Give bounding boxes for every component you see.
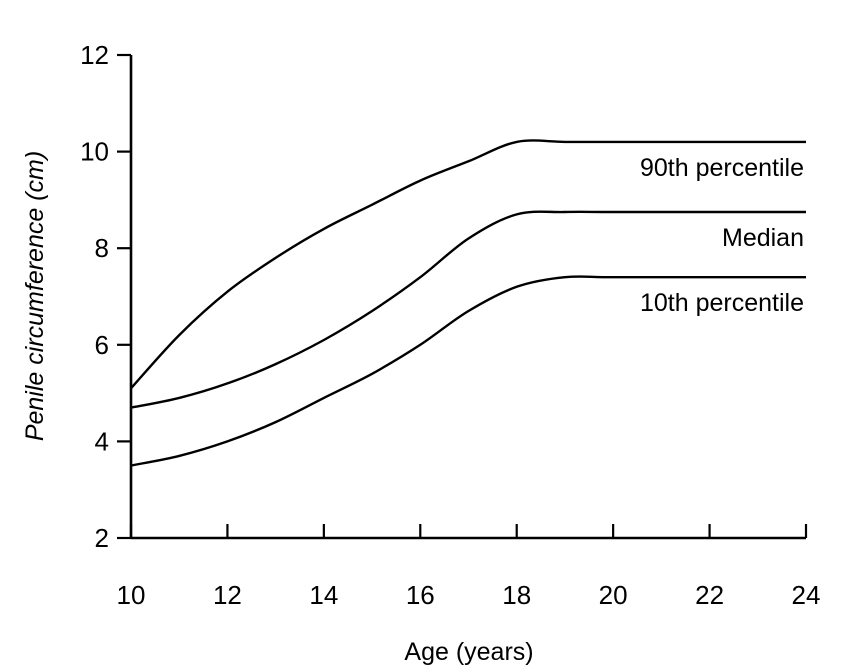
curves [130,139,806,467]
x-tick-label: 10 [117,580,146,610]
x-tick-label: 14 [309,580,338,610]
series-label-median: Median [722,224,804,252]
y-tick-label: 6 [95,330,109,360]
series-line-median [130,210,806,409]
x-tick-label: 22 [695,580,724,610]
series-line-10th-percentile [130,275,806,467]
y-tick-label: 12 [80,40,109,70]
y-tick-label: 4 [95,426,109,456]
x-tick-label: 18 [502,580,531,610]
y-tick-label: 8 [95,233,109,263]
x-tick-label: 16 [406,580,435,610]
x-axis-title: Age (years) [404,638,533,665]
series-label-90th-percentile: 90th percentile [640,154,804,182]
axes [129,55,806,540]
x-tick-label: 20 [599,580,628,610]
series-labels: 90th percentile Median 10th percentile [640,154,804,317]
y-tick-label: 2 [95,523,109,553]
y-tick-label: 10 [80,137,109,167]
x-tick-label: 24 [792,580,821,610]
x-tick-label: 12 [213,580,242,610]
y-axis-title: Penile circumference (cm) [21,151,49,441]
series-label-10th-percentile: 10th percentile [640,289,804,317]
series-line-90th-percentile [130,139,806,390]
